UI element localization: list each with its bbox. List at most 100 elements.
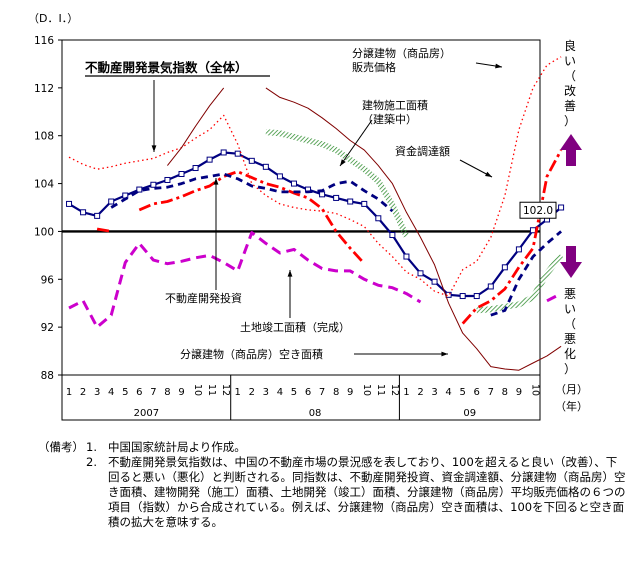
index-marker xyxy=(501,264,508,271)
annotation-sales-price: 販売価格 xyxy=(352,60,396,74)
arrow-land-head xyxy=(287,270,293,277)
arrow-investment-head xyxy=(213,178,219,185)
x-tick-label: 12 xyxy=(220,384,231,396)
x-tick-label: 7 xyxy=(488,387,494,398)
side-label-good: い xyxy=(564,54,576,68)
series-line-2 xyxy=(476,253,564,314)
annotation-construction: （建築中） xyxy=(362,112,417,126)
arrow-sales-price-head xyxy=(495,63,502,69)
bad-arrow xyxy=(560,246,582,278)
side-label-good: ） xyxy=(564,114,576,128)
index-marker xyxy=(487,283,494,290)
x-tick-label: 11 xyxy=(375,384,386,396)
index-marker xyxy=(403,253,410,260)
arrow-construction xyxy=(339,119,373,167)
series-line-3 xyxy=(138,170,366,265)
index-marker xyxy=(248,157,255,164)
x-tick-label: 2 xyxy=(80,387,86,398)
index-marker xyxy=(234,150,241,157)
note-2-text: 不動産開発景気指数は、中国の不動産市場の景況感を表しており、100を超えると良い… xyxy=(108,455,626,529)
x-tick-label: 6 xyxy=(305,387,311,398)
index-marker xyxy=(220,149,227,156)
index-marker xyxy=(375,215,382,222)
index-marker xyxy=(529,227,536,234)
series-line-3 xyxy=(461,149,563,325)
x-tick-label: 2 xyxy=(249,387,255,398)
y-tick-label: 88 xyxy=(41,370,54,382)
annotation-land: 土地竣工面積（完成） xyxy=(240,320,350,334)
series-line-4 xyxy=(490,230,563,317)
x-tick-label: 8 xyxy=(502,387,508,398)
index-marker xyxy=(389,232,396,239)
x-tick-label: 3 xyxy=(263,387,269,398)
arrow-construction-head xyxy=(340,159,346,166)
series-line-3 xyxy=(96,227,112,233)
index-marker xyxy=(192,165,199,172)
x-tick-label: 11 xyxy=(206,384,217,396)
annotation-vacancy: 分譲建物（商品房）空き面積 xyxy=(180,347,323,361)
index-marker xyxy=(136,186,143,193)
arrow-vacancy-head xyxy=(441,351,448,357)
annotation-funding: 資金調達額 xyxy=(395,144,450,158)
index-marker xyxy=(515,246,522,253)
index-marker xyxy=(290,180,297,187)
y-tick-label: 92 xyxy=(41,322,54,334)
x-tick-label: 9 xyxy=(347,387,353,398)
index-marker xyxy=(108,198,115,205)
side-label-bad: 悪 xyxy=(564,332,576,346)
x-axis-box xyxy=(61,374,541,421)
index-marker xyxy=(150,181,157,188)
index-marker xyxy=(276,173,283,180)
index-marker xyxy=(333,194,340,201)
x-tick-label: 10 xyxy=(361,384,372,396)
x-tick-label: 12 xyxy=(389,384,400,396)
index-marker xyxy=(417,270,424,277)
annotation-sales-price: 分譲建物（商品房） xyxy=(352,46,451,60)
notes: （備考） 1. 中国国家統計局より作成。 2. 不動産開発景気指数は、中国の不動… xyxy=(38,440,628,530)
x-axis-unit-month: （月） xyxy=(555,383,588,396)
side-label-good: 良 xyxy=(564,38,576,53)
good-arrow xyxy=(560,134,582,166)
index-marker xyxy=(178,171,185,177)
x-tick-label: 4 xyxy=(445,387,451,398)
x-tick-label: 3 xyxy=(94,387,100,398)
y-tick-label: 116 xyxy=(34,35,54,47)
x-tick-label: 3 xyxy=(431,387,437,398)
y-tick-label: 108 xyxy=(34,131,54,143)
x-tick-label: 1 xyxy=(235,387,241,398)
y-axis-unit: （D．I．） xyxy=(28,12,78,25)
x-tick-label: 2 xyxy=(417,387,423,398)
index-marker xyxy=(66,200,73,207)
x-tick-label: 8 xyxy=(333,387,339,398)
y-tick-label: 104 xyxy=(34,179,54,191)
y-tick-label: 96 xyxy=(41,274,55,286)
series-line-2 xyxy=(265,129,410,238)
x-tick-label: 5 xyxy=(291,387,297,398)
index-marker xyxy=(445,291,452,298)
x-tick-label: 5 xyxy=(122,387,128,398)
side-label-good: 改 xyxy=(564,84,576,98)
series-line-1 xyxy=(68,56,562,297)
x-tick-label: 10 xyxy=(529,384,540,396)
x-tick-label: 7 xyxy=(319,387,325,398)
x-tick-label: 6 xyxy=(474,387,480,398)
index-marker xyxy=(431,278,438,285)
series-line-5 xyxy=(68,231,422,329)
end-value-box xyxy=(519,201,557,219)
index-marker xyxy=(262,163,269,170)
annotation-investment: 不動産開発投資 xyxy=(165,291,242,305)
x-tick-label: 5 xyxy=(459,387,465,398)
series-line-6 xyxy=(265,87,562,371)
y-tick-label: 112 xyxy=(34,83,54,95)
year-label: 08 xyxy=(309,408,322,419)
index-marker xyxy=(80,209,87,216)
y-tick-label: 100 xyxy=(34,226,54,238)
note-2-num: 2. xyxy=(86,455,97,469)
side-label-good: 善 xyxy=(564,98,576,113)
note-1-text: 中国国家統計局より作成。 xyxy=(108,440,246,454)
index-marker xyxy=(164,176,171,183)
index-marker xyxy=(347,198,354,205)
series-line-5 xyxy=(546,292,562,303)
note-1-num: 1. xyxy=(86,440,97,454)
